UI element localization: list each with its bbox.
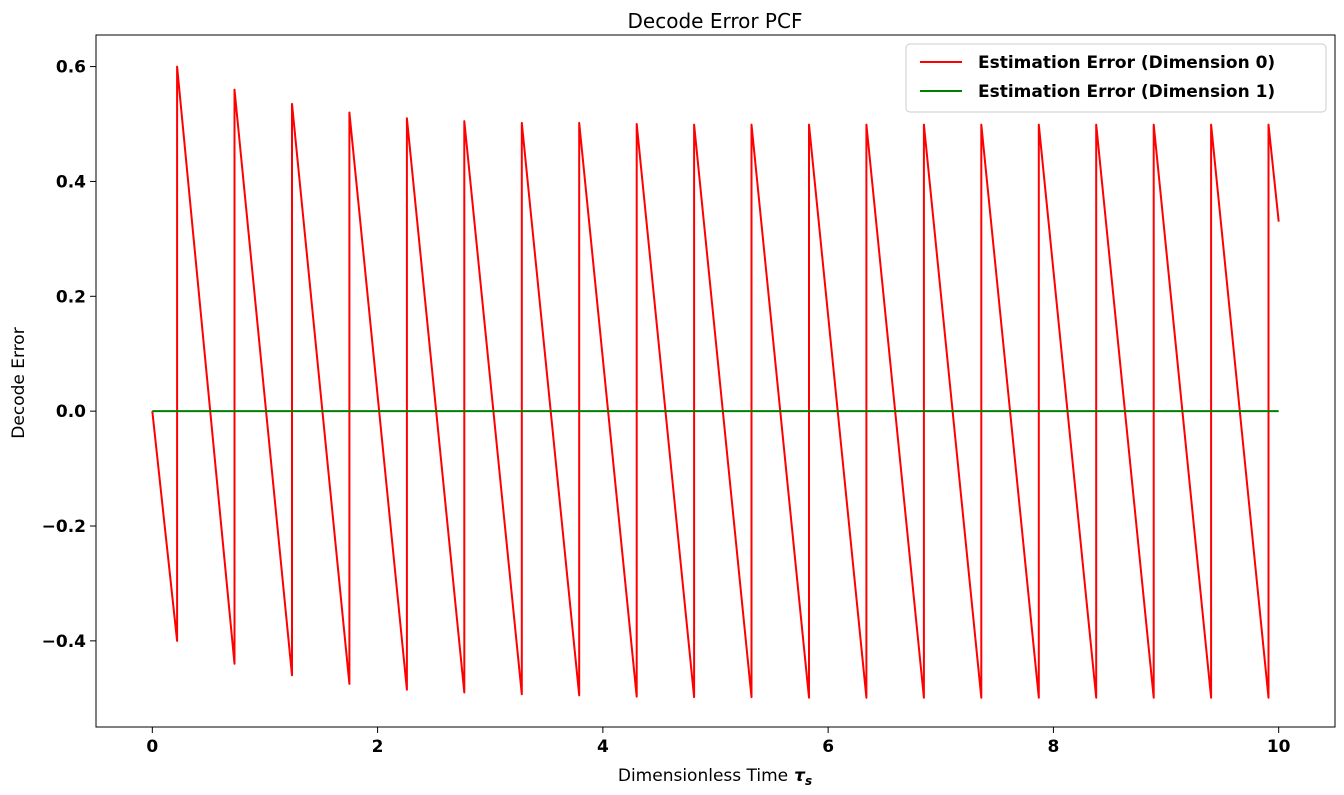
x-axis-label-text: Dimensionless Time [618, 766, 788, 786]
x-tick-label: 10 [1267, 737, 1291, 757]
legend-box [905, 43, 1327, 113]
y-tick-label: 0.6 [56, 58, 86, 78]
series-layer [151, 65, 1280, 699]
x-tick-label: 8 [1047, 737, 1059, 757]
x-tick-label: 0 [146, 737, 158, 757]
y-tick-label: 0.4 [56, 172, 86, 192]
x-axis-label-symbol: τ [794, 766, 806, 786]
legend-label-1: Estimation Error (Dimension 1) [978, 82, 1275, 102]
legend: Estimation Error (Dimension 0) Estimation… [905, 43, 1327, 113]
y-axis-ticks: −0.4 −0.2 0.0 0.2 0.4 0.6 [42, 58, 96, 652]
x-tick-label: 2 [372, 737, 384, 757]
x-tick-label: 6 [822, 737, 834, 757]
x-axis-label: Dimensionless Time τs [618, 766, 812, 788]
y-tick-label: −0.2 [42, 517, 86, 537]
x-axis-label-subscript: s [805, 774, 812, 788]
x-tick-label: 4 [597, 737, 609, 757]
x-axis-ticks: 0 2 4 6 8 10 [146, 727, 1291, 757]
chart-title: Decode Error PCF [628, 9, 803, 33]
legend-label-0: Estimation Error (Dimension 0) [978, 53, 1275, 73]
plot-frame [95, 34, 1336, 728]
y-tick-label: −0.4 [42, 632, 87, 652]
y-axis-label: Decode Error [9, 327, 29, 438]
y-tick-label: 0.0 [56, 402, 86, 422]
y-tick-label: 0.2 [56, 287, 86, 307]
